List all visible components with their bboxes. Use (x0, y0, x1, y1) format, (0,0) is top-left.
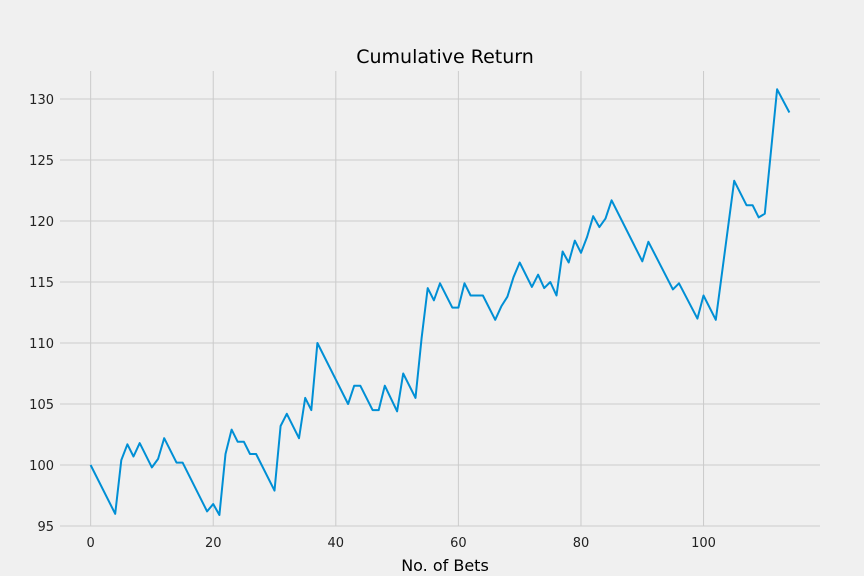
y-tick-label: 105 (29, 398, 54, 413)
y-tick-label: 115 (29, 276, 54, 291)
y-tick-label: 120 (29, 215, 54, 230)
y-tick-label: 100 (29, 459, 54, 474)
x-tick-label: 40 (328, 536, 345, 551)
x-tick-label: 100 (691, 536, 716, 551)
x-tick-label: 80 (573, 536, 590, 551)
x-tick-label: 60 (450, 536, 467, 551)
y-tick-label: 130 (29, 93, 54, 108)
x-tick-label: 20 (205, 536, 222, 551)
y-tick-label: 95 (37, 520, 54, 535)
x-tick-label: 0 (87, 536, 95, 551)
x-axis-label: No. of Bets (401, 556, 489, 575)
y-tick-label: 110 (29, 337, 54, 352)
chart-title: Cumulative Return (356, 46, 534, 68)
y-tick-label: 125 (29, 154, 54, 169)
tick-labels: 0 20 40 60 80 100 95 100 105 110 115 120 125 130 (29, 93, 716, 551)
series-line (89, 88, 791, 516)
